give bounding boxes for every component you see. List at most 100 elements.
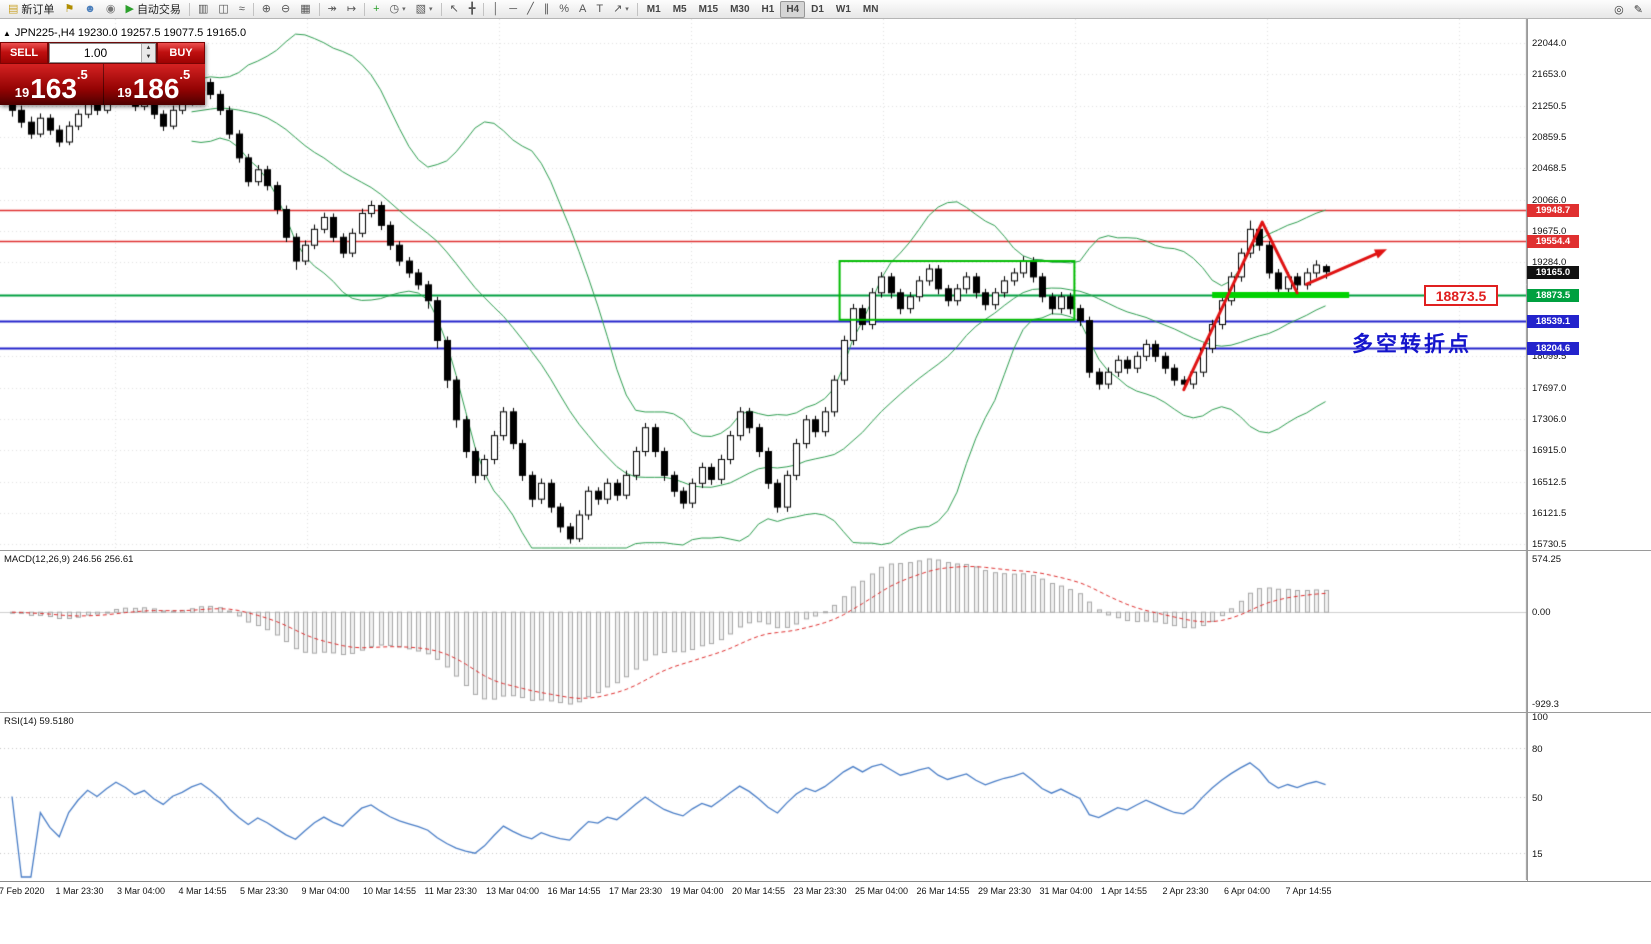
cursor-button[interactable]: ↖	[445, 1, 464, 18]
tile-windows-button[interactable]: ▦	[295, 1, 315, 18]
text-button[interactable]: A	[574, 1, 591, 18]
timeframe-m30-button[interactable]: M30	[730, 3, 750, 15]
spin-down-icon[interactable]: ▼	[142, 53, 155, 62]
chart-shift-button[interactable]: ↦	[342, 1, 361, 18]
templates-icon: ▧	[415, 2, 427, 15]
periods-icon: ◷	[389, 2, 400, 15]
time-axis-label: 1 Apr 14:55	[1101, 886, 1148, 896]
price-tag: 18539.1	[1527, 315, 1579, 329]
buy-button[interactable]: BUY	[157, 42, 205, 64]
main-price-chart[interactable]	[0, 19, 1527, 550]
chart-ohlc-header: ▲ JPN225-,H4 19230.0 19257.5 19077.5 191…	[3, 27, 246, 39]
turning-point-annotation[interactable]: 多空转折点	[1352, 333, 1472, 356]
channel-button[interactable]: ∥	[539, 1, 555, 18]
search-icon[interactable]: ◎	[1614, 3, 1624, 16]
price-axis-label: 21653.0	[1532, 69, 1567, 81]
resistance-price-label[interactable]: 18873.5	[1424, 285, 1498, 306]
time-axis-label: 25 Mar 04:00	[855, 886, 909, 896]
toolbar-group: ▤ 新订单 ⚑ ☻ ◉ ▶ 自动交易	[3, 0, 186, 18]
time-axis-label: 9 Mar 04:00	[301, 886, 350, 896]
edit-icon[interactable]: ✎	[1633, 3, 1643, 16]
timeframe-w1-button[interactable]: W1	[835, 3, 851, 15]
new-order-button-label: 新订单	[21, 4, 55, 16]
price-axis-label: 17306.0	[1532, 414, 1567, 426]
trendline-icon: ╱	[527, 2, 534, 15]
alerts-button[interactable]: ⚑	[59, 1, 79, 18]
time-axis-label: 20 Mar 14:55	[732, 886, 786, 896]
timeframe-h1-button[interactable]: H1	[761, 3, 775, 15]
market-watch-button[interactable]: ◉	[101, 1, 121, 18]
timeframe-d1-button[interactable]: D1	[811, 3, 824, 15]
price-axis-label: 19284.0	[1532, 257, 1567, 269]
price-axis-label: 16915.0	[1532, 445, 1567, 457]
horizontal-line-button[interactable]: ─	[504, 1, 522, 18]
time-axis-label: 16 Mar 14:55	[547, 886, 601, 896]
sell-price-big: 163	[30, 73, 77, 105]
price-axis-label: 18099.5	[1532, 351, 1567, 363]
timeframe-m1-button[interactable]: M1	[646, 3, 661, 15]
alerts-icon: ⚑	[64, 2, 75, 15]
top-toolbar: ▤ 新订单 ⚑ ☻ ◉ ▶ 自动交易 ▥ ◫ ≈ ⊕ ⊖ ▦ ↠ ↦ + ◷ ▾ ▧ ▾ ↖ ╋ │ ─ ╱ ∥% A T ↗ ▾ M1 M5…	[0, 0, 1651, 19]
accounts-button[interactable]: ☻	[79, 1, 101, 18]
time-axis-label: 13 Mar 04:00	[486, 886, 540, 896]
templates-button[interactable]: ▧ ▾	[411, 1, 438, 18]
time-axis-label: 6 Apr 04:00	[1224, 886, 1271, 896]
macd-indicator-panel[interactable]	[0, 551, 1527, 712]
toolbar-group: ⊕ ⊖ ▦	[257, 0, 316, 18]
panel-divider[interactable]	[0, 550, 1651, 551]
zoom-in-button[interactable]: ⊕	[257, 1, 276, 18]
label-button[interactable]: T	[591, 1, 608, 18]
fibonacci-button[interactable]: %	[554, 1, 574, 18]
tile-windows-icon: ▦	[300, 2, 311, 15]
dropdown-caret-icon: ▾	[625, 6, 629, 13]
auto-trading-button[interactable]: ▶ 自动交易	[120, 1, 185, 18]
vertical-line-button[interactable]: │	[487, 1, 504, 18]
sell-price[interactable]: 19 163.5	[0, 64, 103, 105]
trendline-button[interactable]: ╱	[522, 1, 539, 18]
bar-chart-button[interactable]: ▥	[193, 1, 213, 18]
periods-button[interactable]: ◷ ▾	[385, 1, 411, 18]
timeframe-mn-button[interactable]: MN	[862, 3, 879, 15]
add-indicator-button[interactable]: +	[368, 1, 384, 18]
sell-button[interactable]: SELL	[0, 42, 48, 64]
collapse-panel-icon[interactable]: ▲	[3, 28, 11, 38]
timeframe-m15-button[interactable]: M15	[698, 3, 719, 15]
macd-axis-label: 0.00	[1532, 607, 1551, 619]
macd-axis-label: -929.3	[1532, 699, 1559, 710]
horizontal-line-icon: ─	[509, 2, 518, 15]
crosshair-button[interactable]: ╋	[464, 1, 481, 18]
price-tag: 19554.4	[1527, 234, 1579, 248]
candlestick-chart-button[interactable]: ◫	[213, 1, 233, 18]
spin-up-icon[interactable]: ▲	[142, 44, 155, 53]
price-axis-label: 16121.5	[1532, 508, 1567, 520]
zoom-out-icon: ⊖	[281, 2, 291, 15]
toolbar-group: ↖ ╋	[445, 0, 481, 18]
price-axis-label: 20066.0	[1532, 195, 1567, 207]
buy-price-big: 186	[132, 73, 180, 105]
auto-scroll-button[interactable]: ↠	[323, 1, 342, 18]
price-tag: 19948.7	[1527, 203, 1579, 217]
accounts-icon: ☻	[84, 2, 96, 15]
toolbar-separator	[440, 2, 442, 16]
trade-panel-prices: 19 163.5 19 186.5	[0, 64, 205, 105]
channel-icon: ∥	[543, 2, 550, 15]
crosshair-icon: ╋	[468, 2, 476, 15]
line-chart-button[interactable]: ≈	[234, 1, 250, 18]
arrows-button[interactable]: ↗ ▾	[608, 1, 634, 18]
buy-price[interactable]: 19 186.5	[103, 64, 206, 105]
timeframe-m5-button[interactable]: M5	[672, 3, 687, 15]
timeframe-h4-button[interactable]: H4	[780, 0, 806, 18]
zoom-out-button[interactable]: ⊖	[276, 1, 295, 18]
rsi-indicator-panel[interactable]	[0, 713, 1527, 880]
new-order-button[interactable]: ▤ 新订单	[3, 1, 59, 18]
price-axis: 22044.0 21653.0 21250.5 20859.5 20468.5 20066…	[1527, 0, 1651, 944]
volume-input[interactable]: 1.00 ▲ ▼	[49, 43, 156, 63]
toolbar-separator	[318, 2, 320, 16]
text-icon: A	[578, 2, 587, 15]
volume-stepper[interactable]: ▲ ▼	[141, 44, 155, 62]
sell-price-suffix: .5	[76, 67, 88, 82]
panel-divider[interactable]	[0, 712, 1651, 713]
time-axis-label: 4 Mar 14:55	[178, 886, 227, 896]
price-tag: 18873.5	[1527, 288, 1579, 302]
market-watch-icon: ◉	[105, 2, 116, 15]
